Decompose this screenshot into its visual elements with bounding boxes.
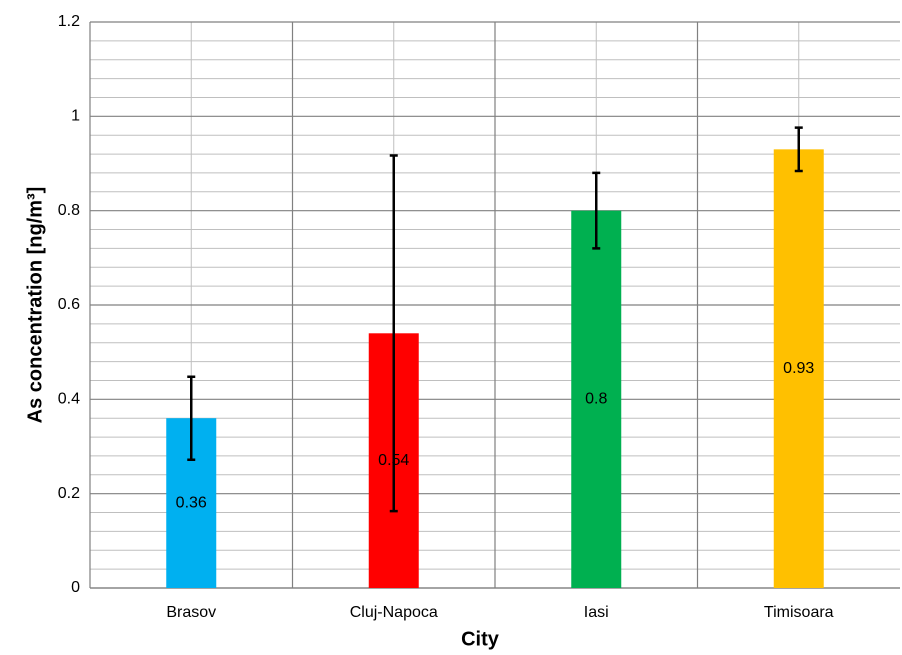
error-bar <box>794 126 803 173</box>
x-axis-title: City <box>461 628 500 650</box>
bar <box>571 210 622 588</box>
y-tick-label: 0.6 <box>58 296 80 313</box>
y-tick-label: 0.8 <box>58 202 80 219</box>
y-tick-label: 0.4 <box>58 391 80 408</box>
x-tick-label: Iasi <box>584 604 609 621</box>
x-tick-label: Brasov <box>166 604 216 621</box>
y-tick-label: 1 <box>71 108 80 125</box>
data-label: 0.36 <box>176 494 207 511</box>
data-label: 0.8 <box>585 391 607 408</box>
y-tick-label: 0.2 <box>58 485 80 502</box>
data-label: 0.54 <box>378 452 409 469</box>
bar <box>773 149 824 588</box>
data-label: 0.93 <box>783 360 814 377</box>
x-tick-label: Cluj-Napoca <box>350 604 438 621</box>
y-axis-title: As concentration [ng/m³] <box>24 187 46 424</box>
x-tick-label: Timisoara <box>764 604 834 621</box>
error-bar <box>187 375 196 461</box>
error-bar <box>592 171 601 250</box>
y-tick-label: 0 <box>71 579 80 596</box>
y-tick-label: 1.2 <box>58 13 80 30</box>
error-bar <box>389 154 398 513</box>
